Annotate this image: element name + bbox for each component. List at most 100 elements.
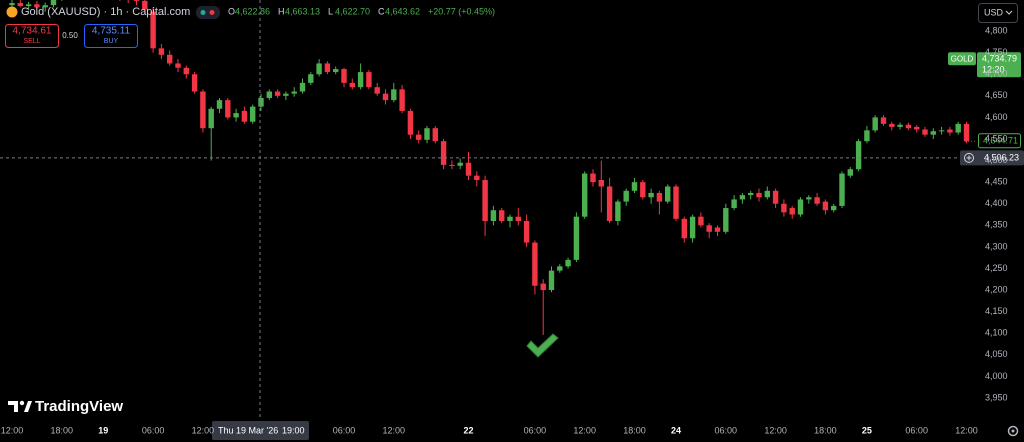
- ohlc-value: 4,622.70: [335, 6, 370, 16]
- candle-body: [9, 3, 15, 6]
- symbol-tag-name-box: [948, 52, 976, 66]
- candle-body: [673, 186, 679, 219]
- candle-body: [590, 173, 596, 183]
- candle-body: [490, 210, 497, 222]
- y-tick-label: 4,200: [985, 284, 1008, 294]
- y-tick-label: 4,050: [985, 349, 1008, 359]
- currency-dropdown[interactable]: [978, 3, 1018, 23]
- candle-body: [250, 106, 256, 122]
- candle-body: [880, 117, 887, 124]
- candle-body: [648, 192, 654, 198]
- crosshair-time-tag: [212, 421, 309, 440]
- x-tick-label: 18:00: [51, 425, 74, 435]
- x-tick-label: 18:00: [623, 425, 646, 435]
- symbol-tag-name: GOLD: [951, 54, 974, 63]
- candle-body: [465, 162, 472, 176]
- candle-body: [631, 182, 638, 191]
- candle-body: [440, 141, 447, 165]
- candle-body: [357, 72, 364, 88]
- candle-body: [839, 173, 845, 206]
- y-tick-label: 4,150: [985, 306, 1008, 316]
- x-tick-label: 06:00: [142, 425, 165, 435]
- candle-body: [947, 129, 953, 133]
- candle-body: [797, 199, 804, 215]
- candle-body: [291, 91, 297, 94]
- candle-body: [167, 54, 173, 64]
- candle-body: [515, 216, 521, 222]
- candle-body: [606, 186, 613, 222]
- candle-body: [914, 126, 920, 130]
- x-tick-label: 12:00: [383, 425, 406, 435]
- status-pill[interactable]: [196, 6, 220, 19]
- candle-body: [789, 208, 795, 215]
- settings-icon[interactable]: [1007, 425, 1019, 437]
- symbol-title[interactable]: Gold (XAUUSD) · 1h · Capital.com: [21, 6, 190, 18]
- ohlc-key: H: [278, 6, 285, 16]
- x-tick-label: 18:00: [814, 425, 837, 435]
- plot-area: [9, 0, 970, 335]
- candle-body: [814, 197, 820, 204]
- crosshair-add-icon[interactable]: [964, 152, 974, 163]
- candle-body: [706, 225, 712, 232]
- candle-body: [656, 192, 663, 202]
- candle-body: [731, 199, 737, 209]
- x-tick-label: 12:00: [764, 425, 787, 435]
- x-tick-label: 12:00: [573, 425, 596, 435]
- candle-body: [557, 266, 563, 271]
- candle-body: [283, 93, 289, 96]
- candle-body: [598, 180, 604, 187]
- x-tick-label: 12:00: [955, 425, 978, 435]
- crosshair-price-tag: [960, 150, 1024, 166]
- candle-body: [266, 91, 272, 98]
- candle-body: [208, 108, 214, 129]
- candle-body: [482, 180, 488, 222]
- x-tick-label: 12:00: [1, 425, 24, 435]
- ohlc-value: 4,622.86: [235, 6, 270, 16]
- candle-body: [714, 227, 721, 232]
- candle-body: [241, 110, 248, 122]
- y-tick-label: 4,800: [985, 25, 1008, 35]
- candle-body: [889, 123, 895, 127]
- sell-price: 4,734.61: [13, 26, 52, 37]
- candle-body: [681, 218, 687, 239]
- candle-body: [689, 216, 696, 239]
- x-tick-label: 25: [862, 425, 872, 435]
- candle-body: [333, 69, 339, 73]
- candle-body: [615, 201, 621, 222]
- y-tick-label: 4,100: [985, 328, 1008, 338]
- buy-button[interactable]: [84, 24, 138, 48]
- ohlc-change: +20.77 (+0.45%): [428, 6, 495, 16]
- candle-body: [623, 190, 629, 202]
- y-tick-label: 4,250: [985, 263, 1008, 273]
- candle-body: [50, 0, 57, 6]
- candle-body: [133, 0, 140, 1]
- brand-logo: [8, 400, 32, 412]
- x-tick-label: 06:00: [524, 425, 547, 435]
- candle-body: [324, 63, 331, 73]
- crosshair-add-plus: [966, 155, 972, 161]
- candle-body: [855, 141, 862, 170]
- y-tick-label: 4,400: [985, 198, 1008, 208]
- candle-body: [955, 123, 961, 133]
- candle-body: [233, 113, 239, 118]
- sell-button[interactable]: [5, 24, 59, 48]
- candle-body: [739, 195, 746, 200]
- sell-label: SELL: [23, 38, 40, 45]
- symbol-tag-price: 4,734.79: [982, 54, 1017, 64]
- candle-body: [764, 190, 770, 198]
- candle-body: [897, 124, 903, 127]
- candle-body: [781, 203, 787, 213]
- x-tick-label: 24: [671, 425, 681, 435]
- dropdown-caret: [1005, 10, 1013, 15]
- candle-body: [565, 259, 571, 267]
- candle-body: [299, 82, 306, 92]
- symbol-tag-box: [977, 52, 1021, 78]
- ohlc-key: L: [328, 6, 333, 16]
- x-tick-label: 06:00: [905, 425, 928, 435]
- candle-body: [698, 216, 704, 226]
- y-tick-label: 4,600: [985, 112, 1008, 122]
- y-tick-label: 4,350: [985, 220, 1008, 230]
- buy-price: 4,735.11: [92, 26, 131, 37]
- currency: USD: [984, 7, 1004, 17]
